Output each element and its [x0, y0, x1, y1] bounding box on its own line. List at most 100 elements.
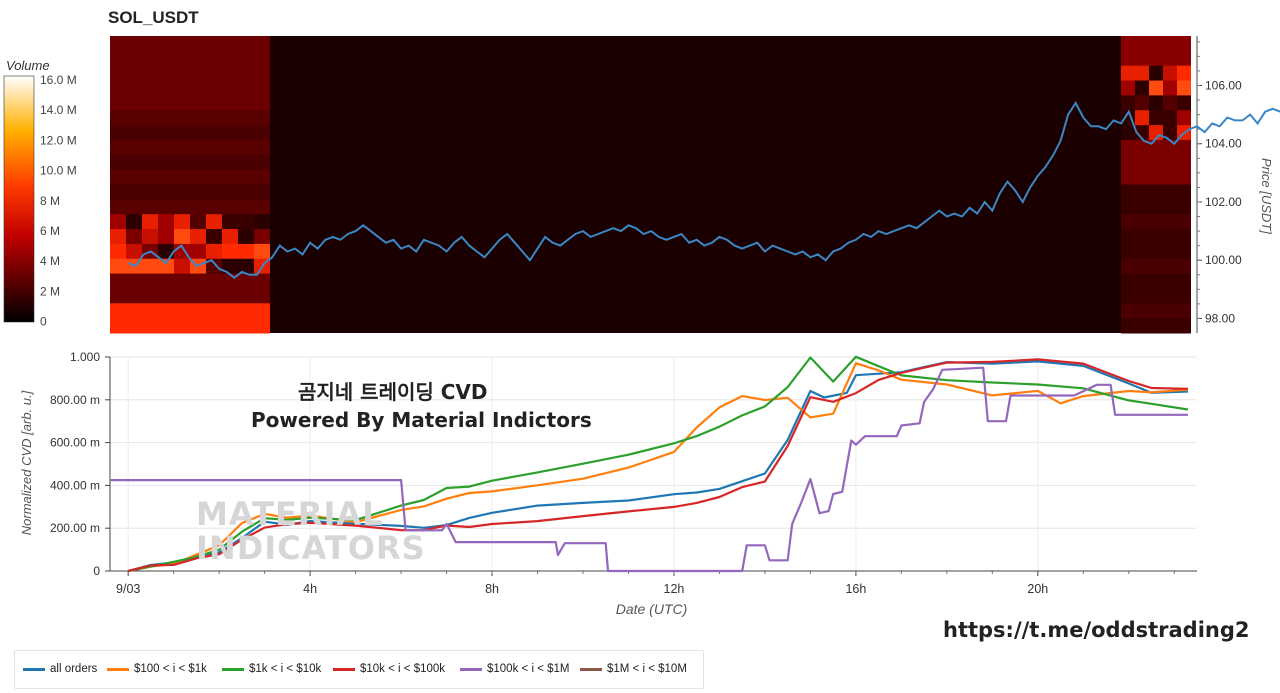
heatmap-cell: [1121, 139, 1135, 156]
heatmap-cell: [238, 139, 254, 156]
heatmap-cell: [206, 169, 222, 185]
heatmap-cell: [142, 169, 158, 185]
heatmap-cell: [1177, 95, 1191, 111]
heatmap-cell: [158, 80, 174, 96]
heatmap-cell: [190, 184, 206, 200]
heatmap-cell: [110, 318, 126, 334]
heatmap-cell: [158, 184, 174, 200]
heatmap-cell: [1177, 229, 1191, 245]
legend-item-100-1k[interactable]: $100 < i < $1k: [107, 661, 207, 677]
legend-item-1k-10k[interactable]: $1k < i < $10k: [222, 661, 321, 677]
heatmap-cell: [174, 229, 190, 245]
heatmap-cell: [190, 95, 206, 111]
heatmap-cell: [190, 303, 206, 319]
heatmap-cell: [1177, 214, 1191, 230]
heatmap-cell: [206, 229, 222, 245]
heatmap-cell: [174, 50, 190, 67]
heatmap-cell: [254, 273, 270, 289]
heatmap-cell: [1149, 199, 1163, 215]
heatmap-cell: [254, 154, 270, 171]
heatmap-cell: [142, 229, 158, 245]
heatmap-cell: [1177, 199, 1191, 215]
legend-swatch: [460, 667, 482, 671]
heatmap-cell: [142, 125, 158, 141]
heatmap-cell: [206, 258, 222, 275]
heatmap-cell: [254, 110, 270, 126]
heatmap-cell: [190, 169, 206, 185]
heatmap-cell: [142, 95, 158, 111]
legend-label: all orders: [50, 663, 98, 675]
heatmap-cell: [1163, 214, 1177, 230]
price-line: [127, 101, 1280, 279]
heatmap-cell: [1177, 139, 1191, 156]
heatmap-cell: [238, 258, 254, 275]
heatmap-cell: [110, 36, 126, 52]
overlay-subtitle: Powered By Material Indictors: [251, 408, 592, 432]
heatmap-cell: [110, 184, 126, 200]
legend-swatch: [222, 667, 244, 671]
cvd-x-tick-label: 12h: [664, 582, 685, 596]
heatmap-cell: [1135, 184, 1149, 200]
heatmap-cell: [238, 80, 254, 96]
legend-item-1m-10m[interactable]: $1M < i < $10M: [580, 661, 687, 677]
telegram-link[interactable]: https://t.me/oddstrading2: [943, 618, 1250, 642]
legend-item-all-orders[interactable]: all orders: [23, 661, 97, 677]
legend-item-100k-1m[interactable]: $100k < i < $1M: [460, 661, 569, 677]
heatmap-cell: [110, 139, 126, 156]
heatmap-cell: [190, 65, 206, 82]
overlay-title: 곰지네 트레이딩 CVD: [298, 380, 488, 404]
heatmap-cell: [158, 139, 174, 156]
heatmap-cell: [206, 303, 222, 319]
heatmap-cell: [110, 199, 126, 215]
heatmap-cell: [238, 125, 254, 141]
heatmap-cell: [142, 184, 158, 200]
heatmap-cell: [1163, 95, 1177, 111]
heatmap-cell: [222, 110, 238, 126]
heatmap-cell: [126, 95, 142, 111]
heatmap-cell: [190, 288, 206, 304]
heatmap-cell: [1135, 258, 1149, 275]
heatmap-cell: [1149, 50, 1163, 67]
heatmap-cell: [1149, 65, 1163, 82]
heatmap-cell: [1149, 80, 1163, 96]
price-tick-label: 106.00: [1205, 79, 1242, 93]
heatmap-cell: [1149, 154, 1163, 171]
cvd-y-tick-label: 0: [93, 564, 100, 578]
heatmap-cell: [1163, 184, 1177, 200]
heatmap-cell: [206, 214, 222, 230]
heatmap-cell: [1149, 169, 1163, 185]
heatmap-cell: [222, 288, 238, 304]
colorbar-tick-label: 6 M: [40, 224, 60, 238]
chart-title: SOL_USDT: [108, 8, 199, 27]
heatmap-cell: [1149, 110, 1163, 126]
heatmap-cell: [142, 110, 158, 126]
cvd-series-line: [127, 358, 1188, 573]
heatmap-cell: [1135, 243, 1149, 260]
heatmap-cell: [126, 125, 142, 141]
heatmap-cell: [174, 139, 190, 156]
heatmap-cell: [1177, 36, 1191, 52]
heatmap-cell: [1177, 65, 1191, 82]
legend-item-10k-100k[interactable]: $10k < i < $100k: [333, 661, 445, 677]
heatmap-cell: [206, 318, 222, 334]
heatmap-cell: [206, 184, 222, 200]
heatmap-cell: [238, 318, 254, 334]
heatmap-cell: [1135, 199, 1149, 215]
colorbar-tick-label: 12.0 M: [40, 133, 77, 147]
heatmap-cell: [1149, 139, 1163, 156]
heatmap-cell: [110, 154, 126, 171]
legend-swatch: [333, 667, 355, 671]
heatmap-cell: [206, 95, 222, 111]
heatmap-cell: [174, 184, 190, 200]
heatmap-cell: [222, 80, 238, 96]
heatmap-cell: [142, 139, 158, 156]
heatmap-cell: [174, 36, 190, 52]
heatmap-cell: [222, 214, 238, 230]
heatmap-cell: [1121, 36, 1135, 52]
legend-label: $1k < i < $10k: [249, 663, 322, 675]
heatmap-cell: [1177, 169, 1191, 185]
heatmap-cell: [158, 65, 174, 82]
heatmap-cell: [126, 110, 142, 126]
heatmap-cell: [1135, 229, 1149, 245]
